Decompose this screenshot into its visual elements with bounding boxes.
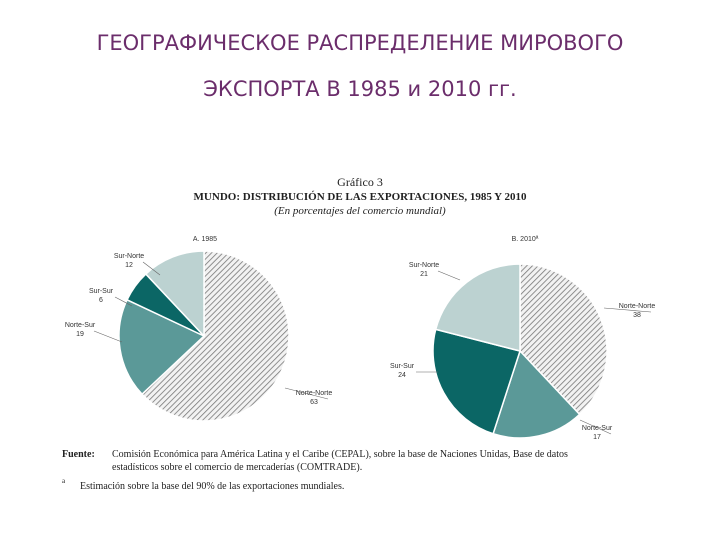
pie-slice bbox=[118, 298, 206, 396]
source-label: Fuente: bbox=[62, 449, 95, 460]
figure-title: MUNDO: DISTRIBUCIÓN DE LAS EXPORTACIONES… bbox=[194, 191, 527, 203]
slide-title: ЭКСПОРТА В 1985 и 2010 гг. bbox=[203, 77, 516, 101]
leader-line bbox=[579, 419, 612, 435]
pie-slice bbox=[492, 349, 581, 439]
leader-line bbox=[284, 387, 329, 400]
slice-label: Norte-Sur bbox=[582, 425, 613, 432]
slice-label: Sur-Norte bbox=[409, 262, 439, 269]
figure-number: Gráfico 3 bbox=[337, 175, 383, 189]
source-text: Comisión Económica para América Latina y… bbox=[112, 449, 568, 460]
slice-label: Sur-Norte bbox=[114, 253, 144, 260]
slice-value: 38 bbox=[633, 312, 641, 319]
slice-value: 24 bbox=[398, 372, 406, 379]
leader-line bbox=[437, 270, 461, 281]
figure-subtitle: (En porcentajes del comercio mundial) bbox=[274, 205, 446, 217]
pie-title: A. 1985 bbox=[193, 236, 217, 243]
slice-label: Norte-Norte bbox=[296, 390, 333, 397]
slide-title: ГЕОГРАФИЧЕСКОЕ РАСПРЕДЕЛЕНИЕ МИРОВОГО bbox=[97, 31, 624, 55]
pie-slice bbox=[144, 250, 205, 338]
pie-slice bbox=[140, 250, 290, 422]
slice-value: 12 bbox=[125, 262, 133, 269]
slice-label: Norte-Norte bbox=[619, 303, 656, 310]
slice-value: 6 bbox=[99, 297, 103, 304]
pie-title: B. 2010ª bbox=[512, 236, 539, 243]
slice-label: Sur-Sur bbox=[89, 288, 114, 295]
slice-value: 63 bbox=[310, 399, 318, 406]
footnote-mark: a bbox=[62, 477, 66, 485]
leader-line bbox=[142, 261, 161, 276]
pie-slice bbox=[432, 328, 521, 435]
slice-label: Norte-Sur bbox=[65, 322, 96, 329]
source-text: estadísticos sobre el comercio de mercad… bbox=[112, 462, 362, 473]
footnote-text: Estimación sobre la base del 90% de las … bbox=[80, 481, 344, 492]
leader-line bbox=[603, 307, 652, 313]
pie-slice bbox=[519, 263, 608, 416]
leader-line bbox=[114, 296, 133, 307]
slice-value: 17 bbox=[593, 434, 601, 441]
slice-value: 21 bbox=[420, 271, 428, 278]
pie-slice bbox=[434, 263, 521, 352]
leader-line bbox=[93, 330, 123, 343]
slice-value: 19 bbox=[76, 331, 84, 338]
slice-label: Sur-Sur bbox=[390, 363, 415, 370]
